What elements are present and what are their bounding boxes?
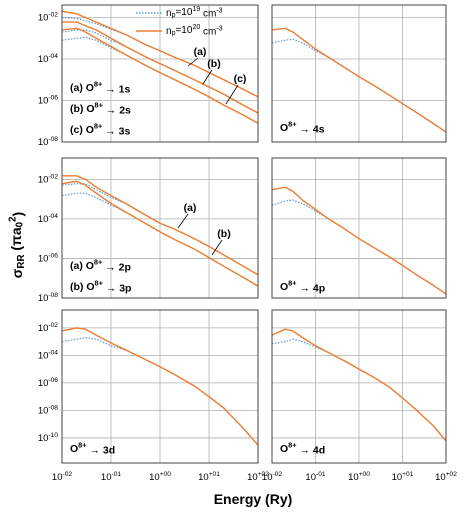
y-axis-label: σRR (πa02) <box>7 212 27 278</box>
y-tick-label: 10-06 <box>38 252 58 264</box>
annotation: (b) O8+ → 3p <box>70 279 131 295</box>
leader-line <box>187 57 199 67</box>
legend-label: np=1019 cm-3 <box>166 6 223 19</box>
annotation: O8+ → 4p <box>280 279 325 295</box>
y-tick-label: 10-02 <box>38 11 58 23</box>
plot-border <box>61 4 259 143</box>
y-tick-label: 10-04 <box>38 213 58 225</box>
leader-line <box>202 69 213 85</box>
y-tick-label: 10-04 <box>38 53 58 65</box>
y-tick-label: 10-08 <box>38 292 58 304</box>
y-tick-label: 10-10 <box>38 432 58 444</box>
annotation: O8+ → 4d <box>280 441 325 457</box>
panel: 10-02 10-04 10-06 10-08 10-10 10-02 10-01 10+00… <box>38 309 269 483</box>
series-line <box>61 27 259 124</box>
series-line <box>271 27 447 133</box>
y-tick-label: 10-08 <box>38 136 58 148</box>
series-line <box>271 328 447 442</box>
series-line <box>61 10 259 98</box>
x-tick-label: 10+01 <box>198 471 220 483</box>
leader-line <box>211 239 223 256</box>
x-tick-label: 10-01 <box>101 471 121 483</box>
curve-label: (a) <box>194 46 207 58</box>
leader-line <box>225 84 239 105</box>
x-tick-label: 10-02 <box>262 471 282 483</box>
panel: 10-02 10-01 10+00 10+01 10+02 O8+ → 4d <box>262 309 457 483</box>
panel: 10-02 10-04 10-06 10-08 (a) O8+ → 1s (b) O8+ … <box>38 4 259 148</box>
x-tick-label: 10-02 <box>52 471 72 483</box>
plot-border <box>271 4 447 143</box>
panel: O8+ → 4s <box>271 4 447 143</box>
annotation: O8+ → 4s <box>280 120 325 136</box>
y-tick-label: 10-06 <box>38 94 58 106</box>
plot-border <box>61 157 259 299</box>
x-tick-label: 10+00 <box>348 471 370 483</box>
y-tick-label: 10-02 <box>38 322 58 334</box>
annotation: O8+ → 3d <box>70 441 115 457</box>
annotation: (b) O8+ → 2s <box>70 101 131 117</box>
series-line <box>62 21 259 114</box>
plot-border <box>271 157 447 299</box>
legend-label: np=1020 cm-3 <box>166 24 223 37</box>
curve-label: (b) <box>207 58 220 70</box>
curve-label: (a) <box>184 202 197 214</box>
leader-line <box>177 213 189 229</box>
x-axis-label: Energy (Ry) <box>214 491 293 507</box>
x-tick-label: 10+00 <box>149 471 171 483</box>
annotation: (a) O8+ → 1s <box>70 80 130 96</box>
y-tick-label: 10-06 <box>38 377 58 389</box>
annotation: (a) O8+ → 2p <box>70 258 131 274</box>
y-tick-label: 10-08 <box>38 404 58 416</box>
y-tick-label: 10-04 <box>38 349 58 361</box>
series-line <box>61 180 259 287</box>
x-tick-label: 10+02 <box>435 471 457 483</box>
panel: 10-02 10-04 10-06 10-08 (a) O8+ → 2p (b) O8+ … <box>38 157 259 304</box>
curve-label: (c) <box>234 73 247 85</box>
plot-border <box>61 309 259 464</box>
panel: O8+ → 4p <box>271 157 447 299</box>
series-line <box>61 327 259 446</box>
series-line <box>271 186 447 295</box>
plot-border <box>271 309 447 464</box>
x-tick-label: 10-01 <box>305 471 325 483</box>
y-tick-label: 10-02 <box>38 173 58 185</box>
x-tick-label: 10+02 <box>247 471 269 483</box>
x-tick-label: 10+01 <box>392 471 414 483</box>
curve-label: (b) <box>217 228 230 240</box>
series-line <box>62 175 259 276</box>
annotation: (c) O8+ → 3s <box>70 122 130 138</box>
